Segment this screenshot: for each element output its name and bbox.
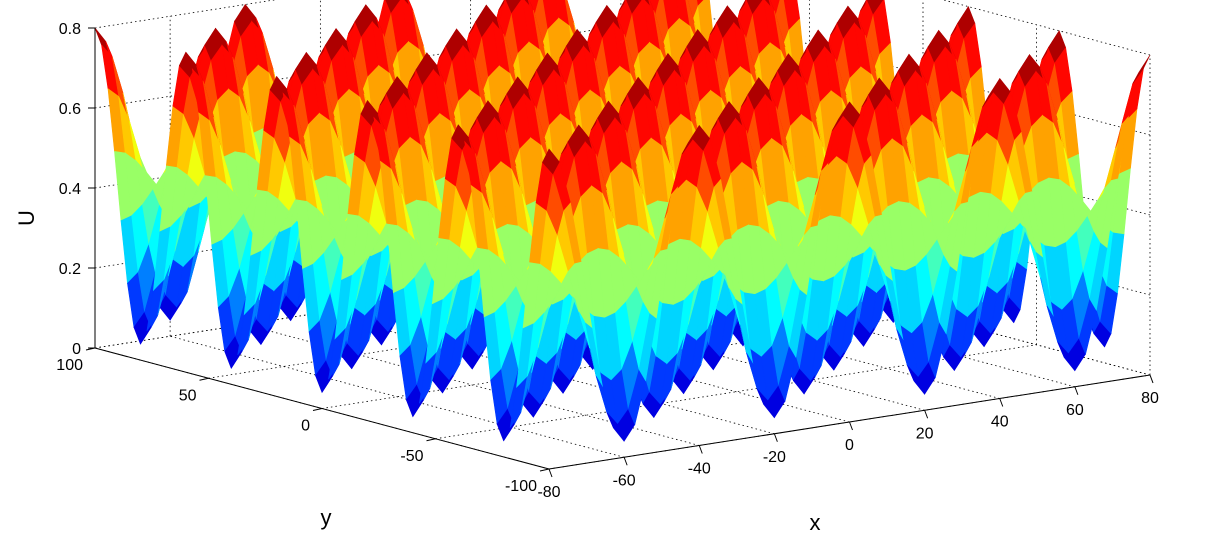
x-tick-mark — [773, 433, 778, 442]
x-tick-mark — [698, 445, 703, 454]
axes — [85, 27, 1154, 478]
x-tick-label: -80 — [537, 484, 560, 501]
x-tick-label: 40 — [991, 414, 1009, 431]
z-tick-label: 0.4 — [59, 181, 81, 198]
y-tick-label: 0 — [301, 418, 310, 435]
y-tick-mark — [312, 408, 323, 411]
y-axis-label: y — [321, 505, 332, 530]
x-tick-label: -40 — [688, 461, 711, 478]
surface-patch — [739, 0, 748, 11]
x-tick-label: 60 — [1066, 402, 1084, 419]
y-tick-label: -50 — [400, 448, 423, 465]
x-tick-label: 80 — [1141, 390, 1159, 407]
x-tick-mark — [548, 468, 553, 478]
surface-patch — [1132, 54, 1151, 84]
grid-line — [170, 335, 625, 458]
x-tick-mark — [1149, 374, 1154, 384]
x-tick-mark — [924, 410, 929, 419]
x-tick-mark — [849, 421, 853, 431]
z-tick-label: 0.2 — [59, 261, 81, 278]
x-tick-mark — [999, 398, 1004, 407]
z-tick-label: 0 — [72, 341, 81, 358]
y-tick-mark — [539, 468, 550, 472]
surface-patch — [619, 0, 627, 11]
x-tick-label: -20 — [763, 449, 786, 466]
y-tick-label: 100 — [56, 357, 83, 374]
x-tick-mark — [623, 457, 628, 466]
z-tick-label: 0.8 — [59, 21, 81, 38]
x-tick-label: 20 — [916, 425, 934, 442]
y-tick-mark — [199, 377, 209, 381]
z-tick-label: 0.6 — [59, 101, 81, 118]
z-axis-label: U — [14, 210, 39, 226]
surface — [94, 0, 1151, 442]
x-tick-label: 0 — [845, 437, 854, 454]
y-tick-mark — [426, 438, 436, 442]
y-tick-label: -100 — [505, 478, 537, 495]
y-tick-label: 50 — [179, 387, 197, 404]
x-axis-label: x — [810, 510, 821, 535]
x-tick-mark — [1074, 386, 1079, 395]
x-tick-label: -60 — [613, 472, 636, 489]
tick-labels: -80-60-40-20020406080-100-5005010000.20.… — [56, 21, 1159, 501]
